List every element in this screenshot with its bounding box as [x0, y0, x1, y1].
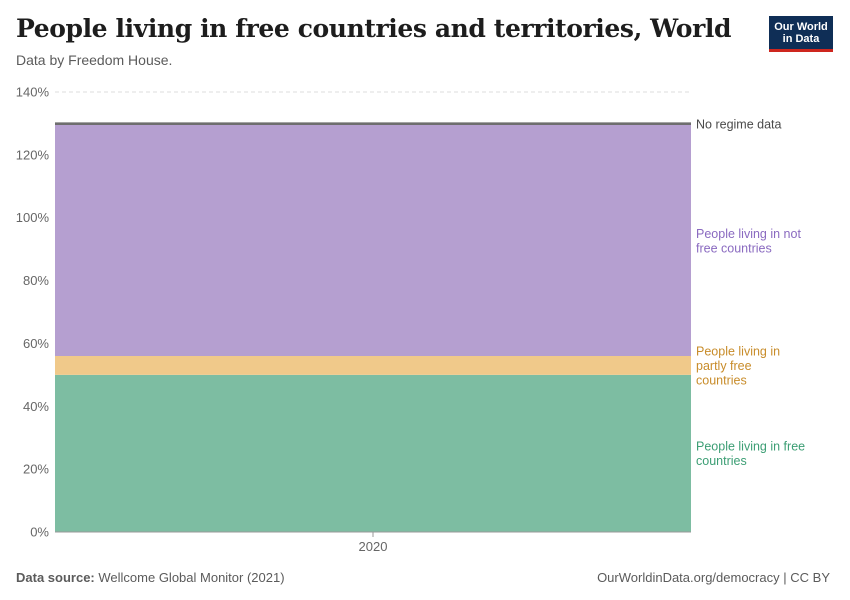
y-tick-label: 140%: [16, 85, 50, 100]
data-source: Data source: Wellcome Global Monitor (20…: [16, 570, 285, 585]
series-label: People living in free countries: [696, 440, 805, 469]
y-tick-label: 20%: [23, 462, 49, 477]
chart-title: People living in free countries and terr…: [16, 14, 732, 43]
x-tick-label: 2020: [359, 539, 388, 554]
series-label-line: partly free: [696, 359, 752, 373]
y-tick-label: 60%: [23, 336, 49, 351]
logo-line-1: Our World: [774, 21, 828, 33]
y-tick-label: 120%: [16, 147, 50, 162]
series-label-line: No regime data: [696, 118, 782, 132]
license-link[interactable]: CC BY: [790, 570, 830, 585]
y-tick-label: 80%: [23, 273, 49, 288]
area-band: [55, 374, 691, 532]
area-band: [55, 356, 691, 375]
series-label: People living in not free countries: [696, 227, 801, 256]
footer-separator: |: [783, 570, 787, 585]
topic-link[interactable]: OurWorldinData.org/democracy: [597, 570, 780, 585]
data-source-label: Data source:: [16, 570, 95, 585]
footer-links: OurWorldinData.org/democracy | CC BY: [597, 570, 830, 585]
owid-logo[interactable]: Our World in Data: [769, 16, 833, 52]
logo-line-2: in Data: [782, 33, 820, 45]
y-tick-label: 40%: [23, 399, 49, 414]
y-tick-label: 0%: [30, 525, 49, 540]
series-label: People living in partly free countries: [696, 344, 780, 387]
series-label-line: countries: [696, 373, 747, 387]
area-band: [55, 125, 691, 356]
series-label-line: People living in: [696, 344, 780, 358]
series-label-line: People living in free: [696, 440, 805, 454]
y-tick-label: 100%: [16, 210, 50, 225]
series-label-line: free countries: [696, 241, 772, 255]
axes: 0% 20% 40% 60% 80% 100% 120% 140% 2020: [16, 85, 691, 554]
chart-subtitle: Data by Freedom House.: [16, 52, 173, 68]
data-source-value: Wellcome Global Monitor (2021): [98, 570, 285, 585]
area-series: [55, 122, 691, 532]
series-label-line: People living in not: [696, 227, 801, 241]
series-label: No regime data: [696, 118, 782, 132]
series-label-line: countries: [696, 454, 747, 468]
